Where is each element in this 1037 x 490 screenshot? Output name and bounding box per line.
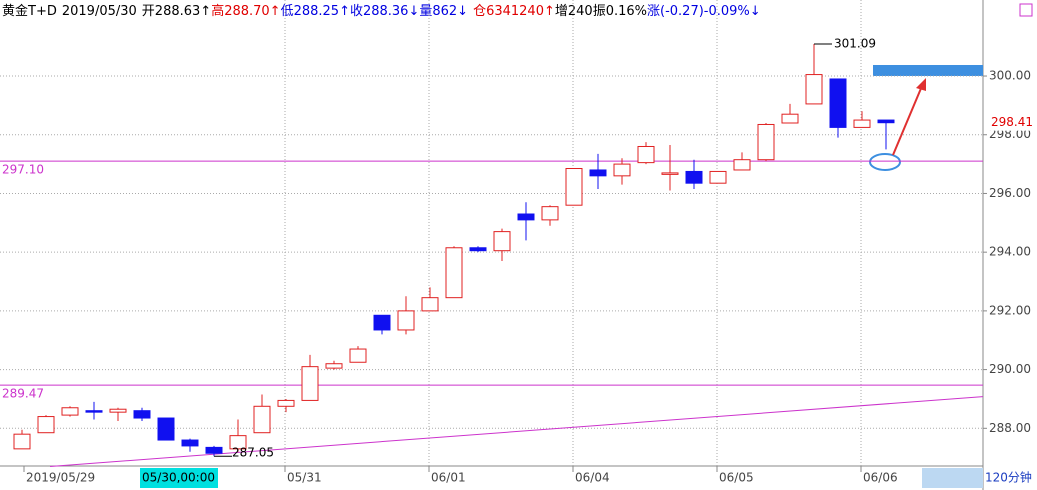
candle-body: [613, 163, 631, 177]
high-label: 301.09: [834, 37, 876, 51]
candle-body: [853, 119, 871, 128]
x-tick-label: 2019/05/29: [26, 471, 95, 485]
y-tick-label: 298.00: [989, 127, 1031, 141]
candle-body: [805, 74, 823, 105]
cursor-label: 05/30,00:00: [142, 471, 215, 485]
trendline: [50, 396, 983, 467]
candle-body: [493, 231, 511, 252]
candle-body: [445, 247, 463, 299]
candle-body: [421, 297, 439, 312]
candle-body: [37, 416, 55, 434]
header-item: 2019/05/30: [62, 4, 137, 19]
y-tick-label: 294.00: [989, 245, 1031, 259]
y-tick-label: 288.00: [989, 421, 1031, 435]
y-tick-label: 296.00: [989, 186, 1031, 200]
candle-body: [133, 410, 151, 419]
arrow-shaft: [892, 85, 923, 156]
candle-body: [325, 363, 343, 369]
y-tick-label: 300.00: [989, 69, 1031, 83]
header-item: 涨(-0.27)-0.09%↓: [647, 4, 761, 19]
circle-annotation: [869, 153, 901, 171]
candle-body: [157, 417, 175, 441]
candle-body: [85, 410, 103, 413]
header-item: 低288.25↑: [281, 4, 350, 19]
candle-body: [733, 159, 751, 171]
x-tick-label: 05/31: [287, 471, 322, 485]
panel-icon[interactable]: [1019, 3, 1033, 17]
candle-body: [181, 439, 199, 447]
header-item: 收288.36↓: [350, 4, 419, 19]
low-label: 287.05: [232, 446, 274, 460]
candle-body: [637, 145, 655, 164]
level-label: 289.47: [2, 387, 44, 401]
x-tick-label: 06/06: [863, 471, 898, 485]
header-item: 高288.70↑: [211, 3, 280, 19]
candle-body: [757, 123, 775, 161]
candle-body: [469, 247, 487, 252]
candle-body: [373, 314, 391, 331]
candle-body: [109, 408, 127, 413]
header-item: 开288.63↑: [142, 4, 211, 19]
candle-body: [61, 407, 79, 416]
header-item: 振0.16%: [593, 4, 647, 19]
candle-body: [205, 446, 223, 454]
candle-body: [349, 348, 367, 363]
header-item: 量862↓: [419, 4, 468, 19]
candle-body: [277, 399, 295, 407]
last-price-box: [986, 114, 1034, 131]
header-item: 增240: [555, 4, 593, 19]
candle-body: [829, 78, 847, 128]
header: 黄金T+D 2019/05/30 开288.63↑高288.70↑低288.25↑收…: [2, 3, 761, 19]
candle-body: [301, 366, 319, 401]
x-tick-label: 06/04: [575, 471, 610, 485]
arrow-head: [916, 78, 926, 91]
candle-body: [229, 435, 247, 450]
highlight-box: [873, 65, 983, 76]
candle-body: [253, 405, 271, 434]
period-box: [922, 468, 983, 488]
header-item: 黄金T+D: [2, 3, 57, 19]
y-tick-label: 290.00: [989, 362, 1031, 376]
candle-body: [781, 113, 799, 124]
candle-body: [397, 310, 415, 331]
candle-body: [541, 206, 559, 221]
x-tick-label: 06/01: [431, 471, 466, 485]
candle-body: [589, 169, 607, 177]
candle-body: [517, 213, 535, 221]
x-tick-label: 06/05: [719, 471, 754, 485]
candle-body: [709, 170, 727, 184]
level-label: 297.10: [2, 163, 44, 177]
last-price-label: 298.41: [991, 115, 1033, 129]
candle-body: [877, 119, 895, 124]
candle-body: [685, 170, 703, 184]
header-item: 仓6341240↑: [473, 4, 555, 19]
y-tick-label: 292.00: [989, 303, 1031, 317]
candle-body: [13, 433, 31, 450]
candle-body: [565, 168, 583, 206]
cursor-box: [140, 468, 218, 488]
period-label: 120分钟: [985, 470, 1032, 485]
candle-body: [661, 172, 679, 175]
